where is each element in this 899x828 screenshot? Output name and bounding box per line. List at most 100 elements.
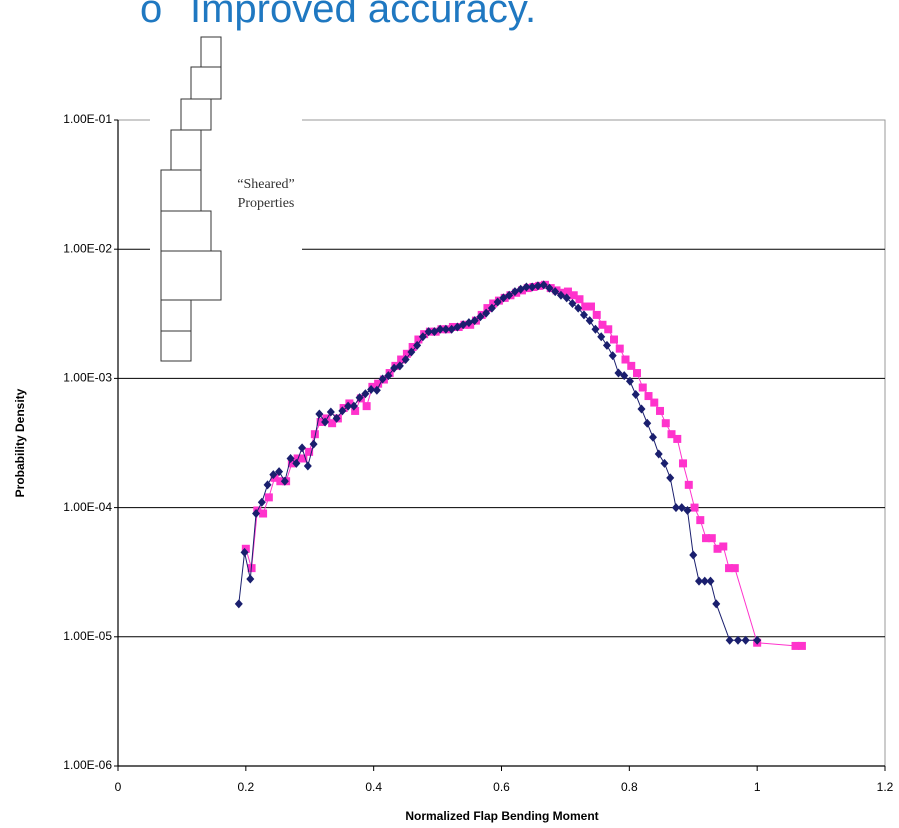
data-point — [797, 641, 806, 650]
data-point — [609, 335, 618, 344]
x-tick-label: 0.8 — [621, 780, 638, 794]
data-point — [298, 443, 307, 453]
data-point — [328, 419, 337, 428]
data-point — [586, 302, 595, 311]
data-point — [378, 374, 387, 384]
x-tick-label: 0 — [115, 780, 122, 794]
data-point — [338, 406, 347, 416]
data-point — [707, 534, 716, 543]
data-point — [592, 310, 601, 319]
x-axis-title: Normalized Flap Bending Moment — [405, 809, 598, 823]
series-line — [238, 284, 758, 641]
data-point — [299, 454, 308, 463]
data-point — [568, 298, 577, 308]
data-point — [303, 461, 312, 471]
data-point — [309, 439, 318, 449]
data-point — [562, 293, 571, 303]
data-point — [683, 505, 692, 515]
data-point — [673, 434, 682, 443]
data-point — [264, 493, 273, 502]
inset-box — [200, 36, 222, 68]
data-point — [741, 635, 750, 645]
data-point — [441, 324, 450, 334]
data-point — [326, 407, 335, 417]
data-point — [487, 303, 496, 313]
x-tick-label: 0.6 — [493, 780, 510, 794]
data-point — [574, 303, 583, 313]
data-point — [598, 320, 607, 329]
heading-bullet: o — [140, 0, 162, 31]
data-point — [575, 295, 584, 304]
data-point — [276, 477, 285, 486]
inset-box — [190, 66, 222, 100]
data-point — [470, 316, 479, 326]
data-point — [677, 503, 686, 513]
data-point — [791, 641, 800, 650]
data-point — [292, 458, 301, 468]
data-point — [270, 473, 279, 482]
data-point — [627, 361, 636, 370]
data-point — [402, 349, 411, 358]
y-tick-label: 1.00E-02 — [63, 241, 112, 255]
data-point — [581, 302, 590, 311]
data-point — [252, 509, 261, 519]
data-point — [638, 383, 647, 392]
data-point — [499, 293, 508, 303]
data-point — [643, 418, 652, 428]
data-point — [286, 453, 295, 463]
data-point — [633, 369, 642, 378]
data-point — [424, 327, 433, 337]
data-point — [644, 392, 653, 401]
inset-box — [160, 210, 212, 252]
inset-box — [160, 330, 192, 362]
data-point — [604, 325, 613, 334]
data-point — [344, 401, 353, 411]
data-point — [725, 635, 734, 645]
data-point — [482, 308, 491, 318]
data-point — [621, 355, 630, 364]
data-point — [545, 283, 554, 293]
data-point — [407, 347, 416, 357]
data-point — [246, 574, 255, 584]
data-point — [648, 432, 657, 442]
data-point — [332, 413, 341, 423]
data-point — [240, 547, 249, 557]
data-point — [615, 344, 624, 353]
data-point — [656, 406, 665, 415]
data-point — [602, 340, 611, 350]
data-point — [684, 480, 693, 489]
data-point — [275, 467, 284, 477]
data-point — [263, 480, 272, 490]
data-point — [706, 576, 715, 586]
y-tick-label: 1.00E-03 — [63, 371, 112, 385]
data-point — [384, 371, 393, 381]
data-point — [397, 355, 406, 364]
data-point — [259, 509, 268, 518]
data-point — [667, 430, 676, 439]
data-point — [305, 447, 314, 456]
series-line — [245, 284, 802, 647]
data-point — [315, 409, 324, 419]
data-point — [569, 291, 578, 300]
x-tick-label: 1.2 — [877, 780, 894, 794]
inset-box — [170, 129, 202, 171]
data-point — [753, 635, 762, 645]
data-point — [493, 297, 502, 307]
data-point — [695, 576, 704, 586]
data-point — [725, 564, 734, 573]
data-point — [528, 282, 537, 292]
data-point — [712, 599, 721, 609]
plot-area: 1.00E-06 1.00E-05 1.00E-04 1.00E-03 1.00E-02… — [63, 112, 893, 794]
data-point — [505, 290, 514, 300]
data-point — [563, 287, 572, 296]
data-point — [733, 635, 742, 645]
data-point — [661, 419, 670, 428]
heading-text: Improved accuracy. — [190, 0, 536, 31]
data-point — [367, 385, 376, 395]
y-tick-label: 1.00E-05 — [63, 629, 112, 643]
data-point — [522, 282, 531, 292]
y-tick-label: 1.00E-01 — [63, 112, 112, 126]
data-point — [361, 389, 370, 399]
